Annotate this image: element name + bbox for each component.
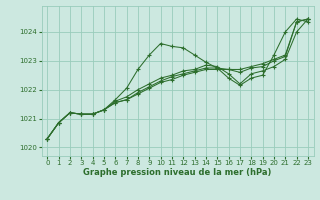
X-axis label: Graphe pression niveau de la mer (hPa): Graphe pression niveau de la mer (hPa) <box>84 168 272 177</box>
